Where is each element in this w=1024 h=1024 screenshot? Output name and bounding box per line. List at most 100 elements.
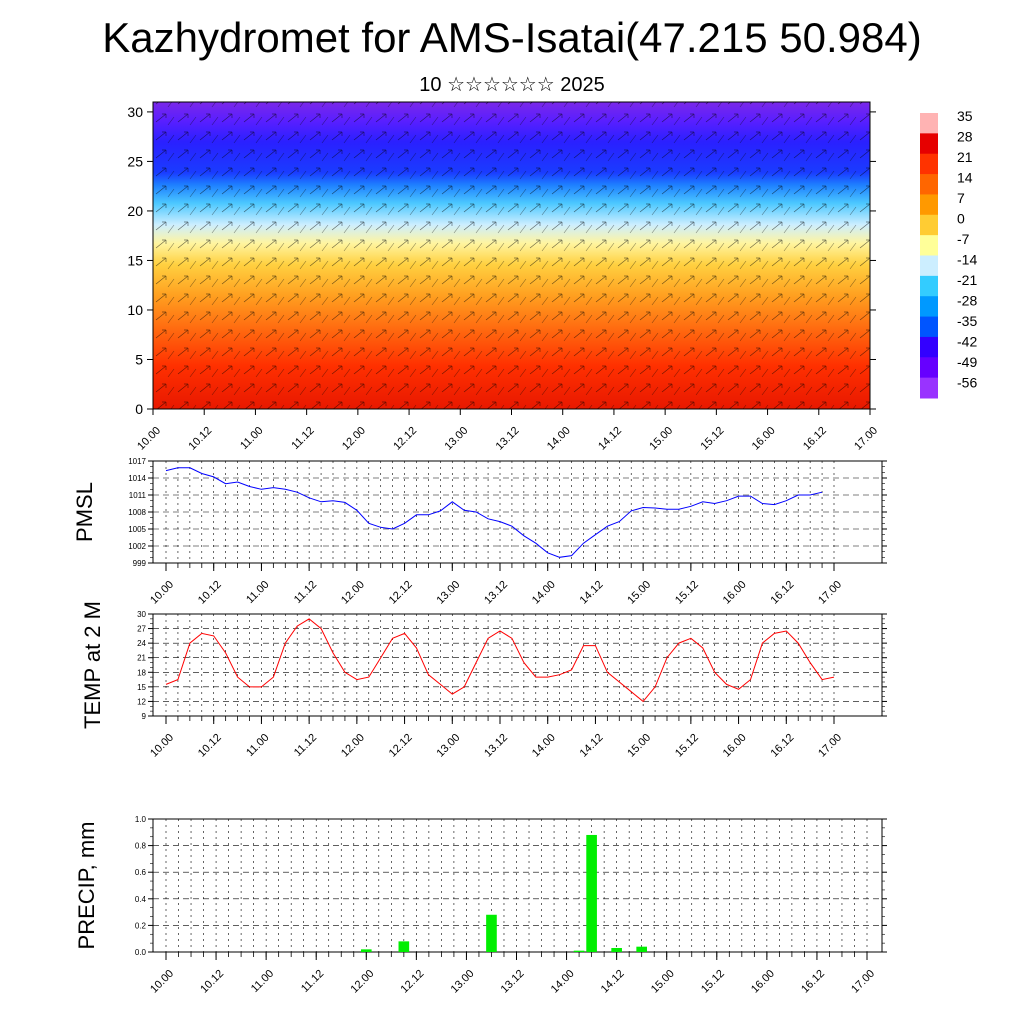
pmsl-x-label: 15.00 <box>625 579 653 607</box>
pmsl-x-label: 11.00 <box>244 579 271 606</box>
heatmap-x-label: 10.12 <box>186 425 214 453</box>
pmsl-x-label: 13.12 <box>482 579 510 607</box>
temp-2m-x-label: 16.00 <box>721 732 749 760</box>
precip-y-label: 0.6 <box>135 868 147 877</box>
colorbar-swatch <box>920 174 938 195</box>
pmsl-panel: 999 1002 1005 1008 1011 1014 1017 10.00 10.12 11.… <box>72 457 887 607</box>
temp-2m-y-label: 9 <box>142 712 147 721</box>
colorbar-swatch <box>920 357 938 379</box>
temp-2m-y-label: 27 <box>137 625 146 634</box>
colorbar-swatch <box>920 377 938 399</box>
colorbar-label: -42 <box>957 334 977 350</box>
pmsl-x-label: 11.12 <box>292 579 319 606</box>
temp-2m-y-label: 12 <box>137 697 146 706</box>
precip-x-label: 13.12 <box>499 968 527 996</box>
precip-y-label: 0.2 <box>135 921 147 930</box>
colorbar-swatch <box>920 296 938 318</box>
heatmap-x-label: 15.00 <box>647 425 675 453</box>
pmsl-y-label: 1011 <box>129 491 147 500</box>
temp-2m-y-label: 15 <box>137 683 146 692</box>
heatmap-x-label: 10.00 <box>135 425 163 453</box>
precip-x-label: 13.00 <box>449 968 477 996</box>
pmsl-series-line <box>165 467 823 558</box>
temp-2m-ylabel: TEMP at 2 M <box>80 601 105 729</box>
heatmap-x-label: 12.00 <box>340 425 368 453</box>
precip-x-label: 12.00 <box>348 968 376 996</box>
temp-2m-x-label: 12.12 <box>387 732 415 760</box>
pmsl-x-label: 13.00 <box>434 579 462 607</box>
page-title: Kazhydromet for AMS-Isatai(47.215 50.984… <box>102 14 922 61</box>
precip-x-label: 14.12 <box>599 968 627 996</box>
heatmap-y-label: 15 <box>127 252 143 268</box>
heatmap-x-label: 13.00 <box>442 425 470 453</box>
pmsl-y-label: 1008 <box>128 508 146 517</box>
temp-2m-x-label: 14.12 <box>578 732 606 760</box>
temp-2m-y-label: 21 <box>137 654 146 663</box>
heatmap-y-label: 25 <box>127 153 143 169</box>
precip-y-label: 0.0 <box>135 948 147 957</box>
colorbar-swatch <box>920 194 938 216</box>
precip-panel: 0.0 0.2 0.4 0.6 0.8 1.0 10.00 10.12 11.00 11.12 12… <box>74 815 887 996</box>
heatmap-y-label: 0 <box>135 401 143 417</box>
pmsl-x-label: 10.12 <box>196 579 224 607</box>
colorbar-label: 21 <box>957 149 973 165</box>
heatmap-x-label: 12.12 <box>391 425 419 453</box>
colorbar-label: -56 <box>957 375 977 391</box>
temp-panel: 9 12 15 18 21 24 27 30 10.00 10.12 11.00 11.12 12.00… <box>80 601 887 760</box>
colorbar-swatch <box>920 214 938 236</box>
temp-2m-y-label: 30 <box>137 610 146 619</box>
colorbar-swatch <box>920 153 938 175</box>
heatmap-x-label: 16.00 <box>750 425 778 453</box>
precip-x-label: 14.00 <box>549 968 577 996</box>
pmsl-y-label: 1002 <box>128 542 146 551</box>
colorbar-swatch <box>920 133 938 155</box>
colorbar: 35 28 21 14 7 0 -7 -14 -21 -28 -35 -42 -49 -56 <box>920 108 977 399</box>
colorbar-label: 0 <box>957 211 965 227</box>
precip-y-label: 0.4 <box>135 895 147 904</box>
colorbar-label: 7 <box>957 190 965 206</box>
colorbar-swatch <box>920 275 938 297</box>
temp-2m-x-label: 16.12 <box>768 732 796 760</box>
precip-bar <box>573 950 585 952</box>
colorbar-label: 35 <box>957 108 973 124</box>
pmsl-x-label: 15.12 <box>673 579 701 607</box>
pmsl-x-label: 10.00 <box>148 579 176 607</box>
heatmap-y-label: 30 <box>127 104 143 120</box>
colorbar-label: 28 <box>957 129 973 145</box>
temp-2m-x-label: 11.00 <box>244 732 271 759</box>
pmsl-x-label: 16.00 <box>721 579 749 607</box>
precip-x-label: 17.00 <box>849 968 877 996</box>
heatmap-x-label: 14.00 <box>545 425 573 453</box>
temp-2m-x-label: 13.00 <box>434 732 462 760</box>
precip-bar <box>486 914 497 952</box>
temp-2m-x-label: 10.00 <box>148 732 176 760</box>
temp-2m-x-label: 10.12 <box>196 732 224 760</box>
pmsl-x-label: 14.12 <box>578 579 606 607</box>
precip-x-label: 10.12 <box>198 968 226 996</box>
heatmap-y-label: 20 <box>127 203 143 219</box>
temp-2m-x-label: 15.12 <box>673 732 701 760</box>
temp-2m-y-label: 18 <box>137 668 146 677</box>
temp-2m-frame <box>152 613 883 717</box>
temp-2m-x-label: 11.12 <box>292 732 319 759</box>
precip-bar <box>611 948 622 952</box>
heatmap-x-label: 14.12 <box>596 425 624 453</box>
colorbar-label: -21 <box>957 272 977 288</box>
heatmap-x-label: 11.12 <box>289 425 316 452</box>
precip-y-label: 1.0 <box>135 815 147 824</box>
page-subtitle: 10 ☆☆☆☆☆☆ 2025 <box>419 74 605 96</box>
colorbar-label: -35 <box>957 313 977 329</box>
colorbar-label: -28 <box>957 293 977 309</box>
heatmap-y-label: 5 <box>135 351 143 367</box>
pmsl-x-label: 17.00 <box>816 579 844 607</box>
precip-x-label: 16.12 <box>799 968 827 996</box>
pmsl-y-label: 1017 <box>128 457 146 466</box>
precip-x-label: 15.00 <box>649 968 677 996</box>
colorbar-label: -14 <box>957 252 977 268</box>
precip-bar <box>360 949 372 952</box>
precip-bar <box>636 946 647 952</box>
temp-2m-x-label: 14.00 <box>530 732 558 760</box>
wind-vectors <box>153 102 870 409</box>
temp-2m-y-label: 24 <box>137 639 146 648</box>
